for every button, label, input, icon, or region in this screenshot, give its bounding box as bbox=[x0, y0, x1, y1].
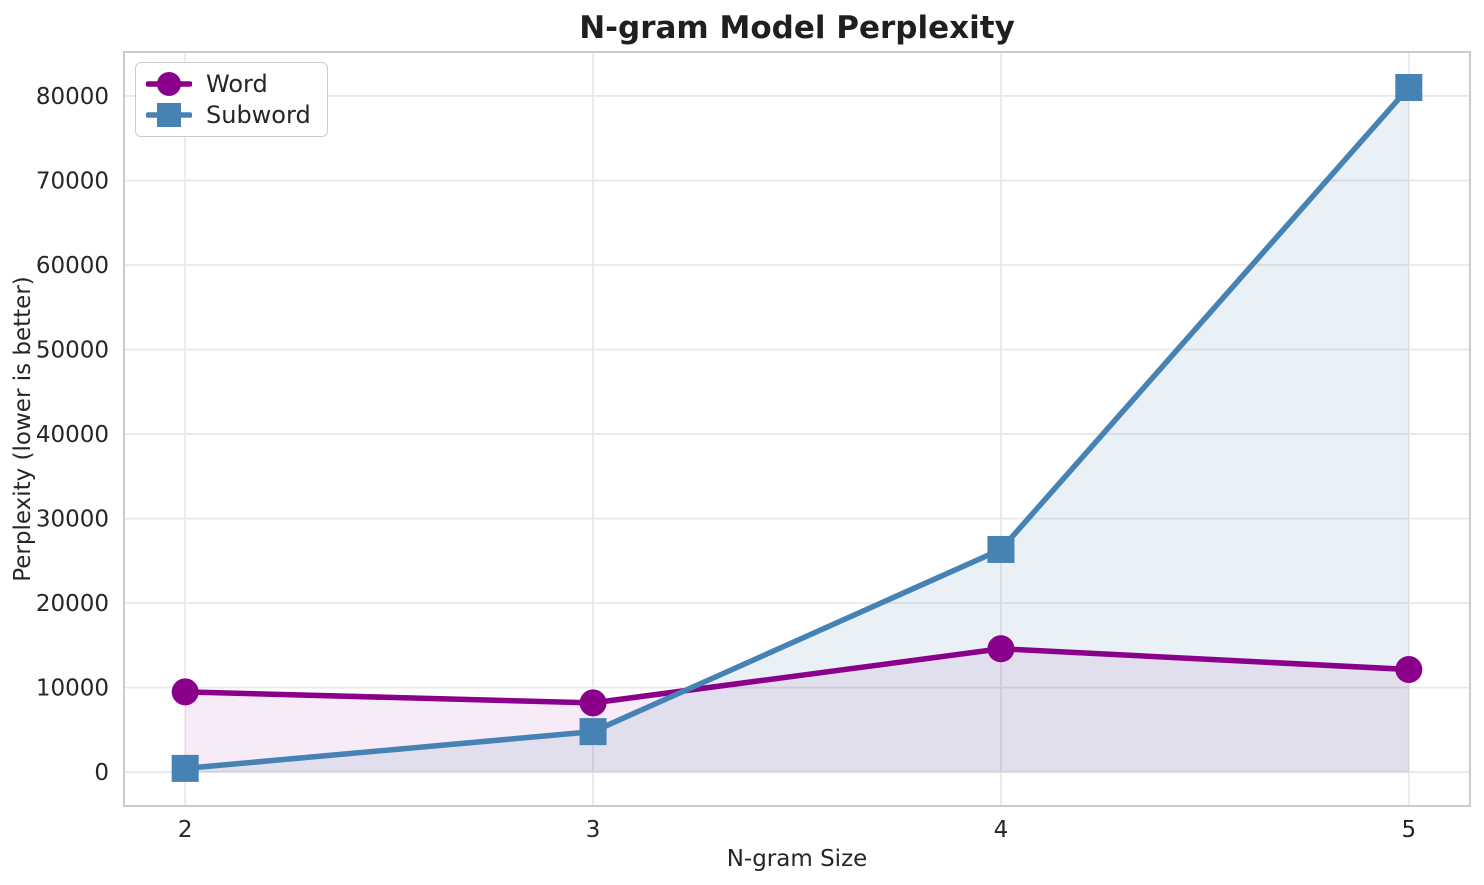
y-tick-label: 30000 bbox=[36, 507, 109, 533]
subword-area-fill bbox=[185, 87, 1409, 773]
word-marker bbox=[987, 635, 1015, 663]
y-tick-label: 0 bbox=[94, 760, 109, 786]
y-tick-label: 10000 bbox=[36, 676, 109, 702]
legend-label: Word bbox=[206, 70, 268, 98]
y-tick-label: 60000 bbox=[36, 253, 109, 279]
gridlines bbox=[124, 52, 1470, 806]
y-tick-label: 40000 bbox=[36, 422, 109, 448]
subword-marker bbox=[579, 718, 607, 746]
subword-marker bbox=[987, 535, 1015, 563]
x-tick-label: 4 bbox=[994, 817, 1009, 843]
word-marker bbox=[1395, 655, 1423, 683]
subword-marker bbox=[1395, 74, 1423, 102]
x-tick-label: 2 bbox=[178, 817, 193, 843]
legend-label: Subword bbox=[206, 101, 311, 129]
y-tick-label: 20000 bbox=[36, 591, 109, 617]
word-marker bbox=[171, 678, 199, 706]
legend: Word Subword bbox=[135, 62, 328, 137]
legend-item-word: Word bbox=[146, 70, 311, 98]
x-axis-label: N-gram Size bbox=[727, 846, 868, 872]
tick-labels: 0 10000 20000 30000 40000 50000 60000 70000 8000… bbox=[36, 84, 1416, 843]
word-marker bbox=[579, 689, 607, 717]
y-tick-label: 80000 bbox=[36, 84, 109, 110]
y-tick-label: 70000 bbox=[36, 168, 109, 194]
x-tick-label: 3 bbox=[586, 817, 601, 843]
word-legend-marker-icon bbox=[146, 72, 192, 96]
y-axis-label: Perplexity (lower is better) bbox=[10, 276, 36, 582]
subword-legend-marker-icon bbox=[146, 103, 192, 127]
subword-line bbox=[182, 84, 1412, 772]
x-tick-label: 5 bbox=[1401, 817, 1416, 843]
chart-title: N-gram Model Perplexity bbox=[579, 10, 1015, 46]
subword-marker bbox=[171, 754, 199, 782]
y-tick-label: 50000 bbox=[36, 338, 109, 364]
word-line bbox=[182, 646, 1412, 706]
legend-item-subword: Subword bbox=[146, 101, 311, 129]
plot-border bbox=[123, 51, 1471, 807]
series-layer bbox=[171, 74, 1423, 782]
